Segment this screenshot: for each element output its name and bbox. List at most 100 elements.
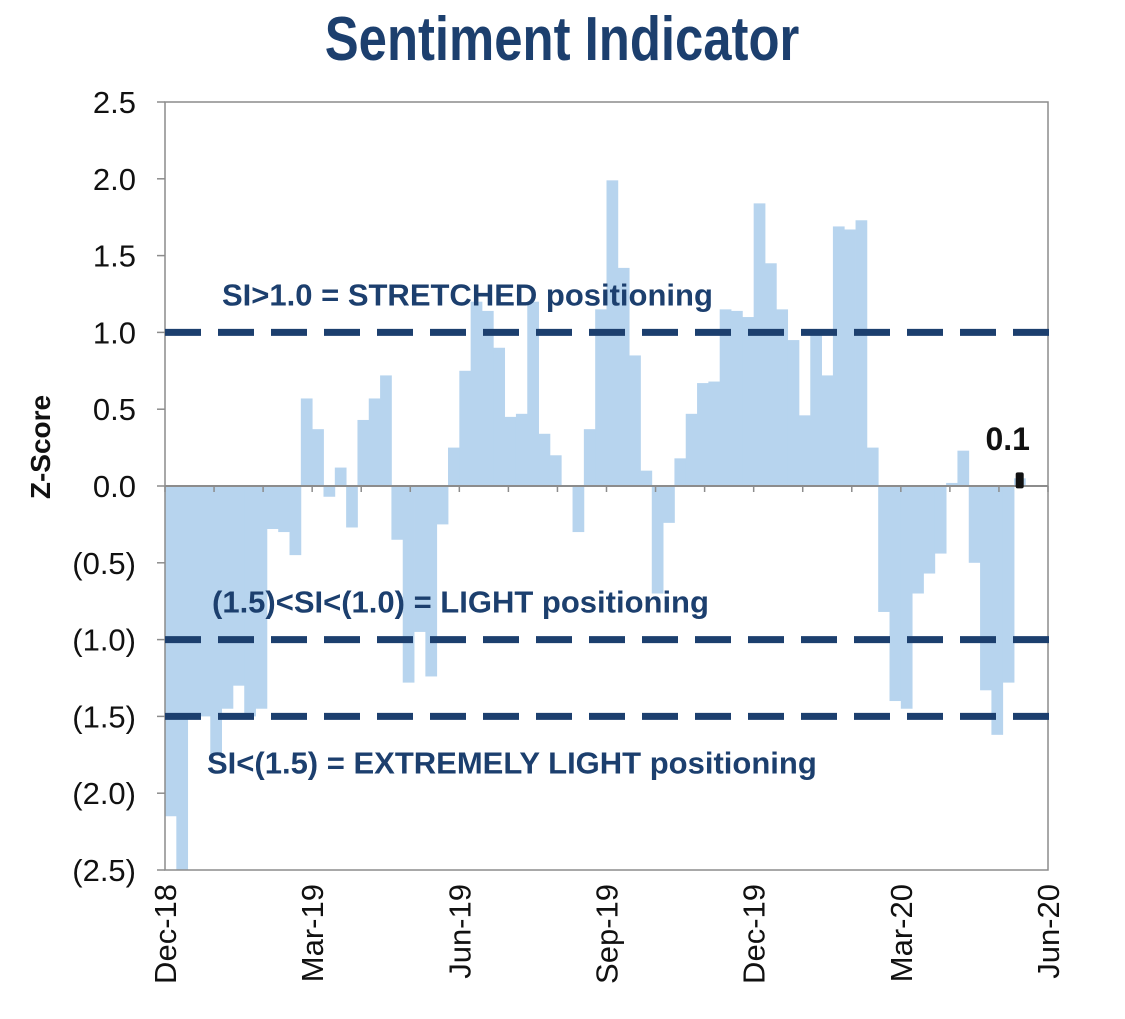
bar-week-4 bbox=[210, 486, 222, 755]
bar-week-53 bbox=[764, 263, 777, 486]
bar-week-16 bbox=[346, 486, 358, 528]
bar-week-68 bbox=[934, 486, 947, 554]
bars-group bbox=[165, 180, 1026, 870]
bar-week-62 bbox=[866, 447, 879, 486]
threshold-lines bbox=[165, 328, 1060, 720]
bar-week-64 bbox=[889, 486, 902, 702]
bar-week-56 bbox=[798, 415, 811, 486]
bar-week-1 bbox=[176, 486, 189, 870]
bar-week-37 bbox=[583, 429, 596, 486]
bar-week-30 bbox=[504, 416, 517, 486]
bar-week-38 bbox=[595, 309, 607, 486]
chart-title: Sentiment Indicator bbox=[324, 5, 800, 74]
bar-week-47 bbox=[697, 383, 709, 486]
bar-week-42 bbox=[640, 470, 653, 486]
bar-week-7 bbox=[244, 486, 256, 717]
bar-week-73 bbox=[991, 486, 1004, 735]
y-tick-label: (2.5) bbox=[72, 853, 136, 888]
bar-week-40 bbox=[617, 267, 630, 486]
y-tick-label: 1.5 bbox=[93, 239, 136, 274]
x-tick-label: Mar-20 bbox=[884, 884, 919, 982]
y-tick-label: 0.0 bbox=[93, 469, 136, 504]
bar-week-5 bbox=[221, 486, 234, 709]
bar-week-63 bbox=[878, 486, 890, 612]
bar-week-19 bbox=[380, 375, 392, 486]
y-tick-label: (1.0) bbox=[72, 623, 136, 658]
bar-week-18 bbox=[368, 398, 381, 486]
bar-week-66 bbox=[912, 486, 924, 594]
threshold-label-2: SI<(1.5) = EXTREMELY LIGHT positioning bbox=[207, 745, 817, 780]
bar-week-45 bbox=[674, 458, 687, 486]
bar-week-22 bbox=[414, 486, 426, 632]
bar-week-49 bbox=[719, 309, 732, 486]
y-axis-label: Z-Score bbox=[25, 395, 56, 499]
x-tick-label: Jun-19 bbox=[442, 884, 477, 979]
bar-week-65 bbox=[900, 486, 913, 709]
bar-week-3 bbox=[198, 486, 211, 717]
bar-week-59 bbox=[832, 226, 845, 487]
bar-week-32 bbox=[527, 301, 539, 486]
y-tick-label: 2.0 bbox=[93, 162, 136, 197]
bar-week-55 bbox=[787, 340, 800, 486]
bar-week-15 bbox=[334, 467, 347, 486]
bar-week-17 bbox=[357, 419, 370, 486]
bar-week-23 bbox=[425, 486, 438, 677]
last-value-marker bbox=[1015, 472, 1024, 489]
y-tick-label: 0.5 bbox=[93, 392, 136, 427]
bar-week-60 bbox=[844, 229, 856, 487]
bar-week-11 bbox=[289, 486, 302, 556]
bar-week-54 bbox=[776, 309, 789, 486]
bar-week-21 bbox=[402, 486, 415, 683]
y-tick-label: (2.0) bbox=[72, 776, 136, 811]
bar-week-50 bbox=[731, 310, 743, 486]
x-tick-label: Sep-19 bbox=[590, 884, 625, 984]
bar-week-36 bbox=[572, 486, 585, 533]
bar-week-20 bbox=[391, 486, 404, 540]
x-tick-label: Dec-18 bbox=[148, 884, 183, 984]
bar-week-10 bbox=[278, 486, 290, 533]
x-tick-label: Mar-19 bbox=[295, 884, 330, 982]
bar-week-51 bbox=[742, 317, 755, 486]
bar-week-69 bbox=[946, 482, 958, 486]
bar-week-29 bbox=[493, 347, 506, 486]
bar-week-52 bbox=[753, 203, 766, 486]
threshold-annotations: SI>1.0 = STRETCHED positioning (1.5)<SI<(… bbox=[207, 277, 817, 780]
x-tick-label: Dec-19 bbox=[737, 884, 772, 984]
bar-week-31 bbox=[515, 413, 528, 486]
bar-week-27 bbox=[470, 301, 483, 486]
y-tick-label: 1.0 bbox=[93, 315, 136, 350]
bar-week-48 bbox=[708, 381, 721, 486]
bar-week-6 bbox=[232, 486, 245, 686]
y-axis-ticks: 2.5 2.0 1.5 1.0 0.5 0.0 (0.5) (1.0) (1.5) (2.0) (2… bbox=[72, 85, 165, 888]
bar-week-8 bbox=[255, 486, 268, 709]
bar-week-33 bbox=[538, 433, 551, 486]
x-tick-label: Jun-20 bbox=[1031, 884, 1066, 979]
bar-week-72 bbox=[980, 486, 992, 691]
bar-week-67 bbox=[923, 486, 936, 574]
y-tick-label: (0.5) bbox=[72, 546, 136, 581]
bar-week-0 bbox=[165, 486, 177, 817]
bar-week-24 bbox=[436, 486, 449, 525]
bar-week-9 bbox=[266, 486, 279, 530]
y-tick-label: (1.5) bbox=[72, 699, 136, 734]
bar-week-25 bbox=[448, 447, 460, 486]
threshold-label-0: SI>1.0 = STRETCHED positioning bbox=[222, 277, 713, 312]
bar-week-26 bbox=[459, 370, 472, 486]
bar-week-34 bbox=[549, 455, 562, 486]
bar-week-58 bbox=[821, 375, 834, 486]
bar-week-61 bbox=[855, 220, 868, 486]
bar-week-46 bbox=[685, 413, 698, 486]
bar-week-28 bbox=[481, 310, 494, 486]
bar-week-43 bbox=[651, 486, 664, 594]
bar-week-13 bbox=[312, 429, 324, 486]
bar-week-74 bbox=[1002, 486, 1015, 683]
bar-week-14 bbox=[323, 486, 336, 497]
bar-week-12 bbox=[300, 398, 313, 486]
threshold-label-1: (1.5)<SI<(1.0) = LIGHT positioning bbox=[212, 585, 709, 620]
last-value-label: 0.1 bbox=[985, 421, 1029, 457]
bar-week-44 bbox=[663, 486, 675, 523]
bar-week-70 bbox=[957, 450, 970, 486]
y-tick-label: 2.5 bbox=[93, 85, 136, 120]
bar-week-41 bbox=[629, 355, 641, 486]
